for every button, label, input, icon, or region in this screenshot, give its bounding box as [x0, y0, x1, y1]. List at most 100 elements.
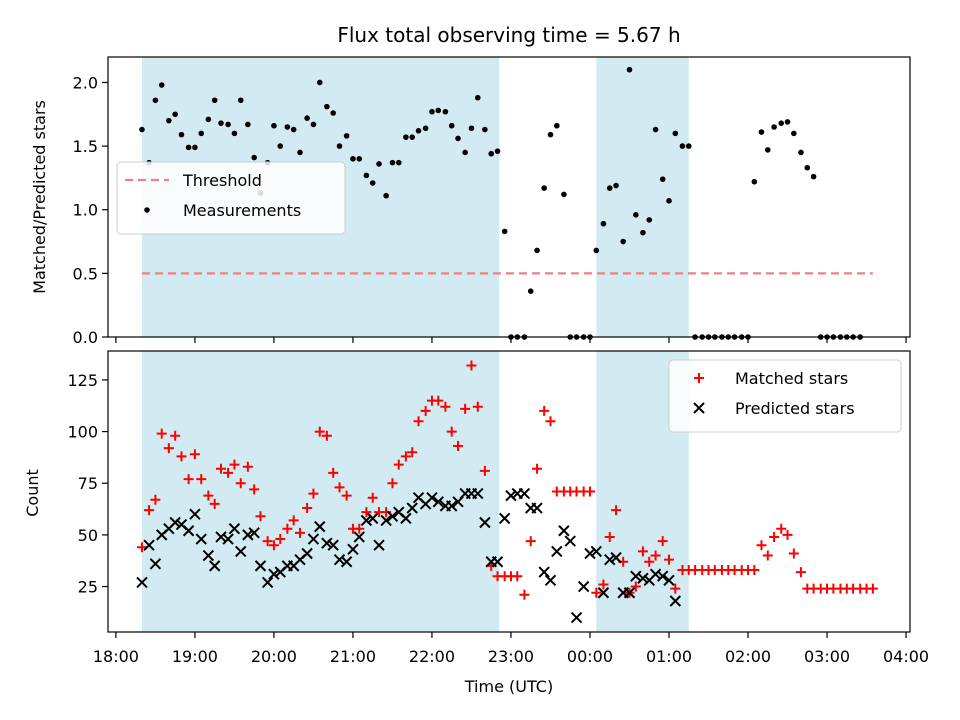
- legend-box: [116, 161, 346, 235]
- data-point: [544, 574, 557, 587]
- data-point: [440, 401, 451, 412]
- axes-frame: [107, 350, 911, 633]
- data-point: [527, 288, 534, 294]
- data-point: [640, 229, 646, 236]
- legend-label: Measurements: [183, 201, 301, 220]
- data-point: [795, 567, 806, 578]
- data-point: [353, 531, 365, 543]
- data-point: [494, 148, 501, 154]
- data-point: [554, 122, 560, 129]
- data-point: [163, 443, 174, 454]
- data-point: [679, 143, 686, 149]
- data-point: [361, 507, 372, 518]
- data-point: [422, 125, 429, 132]
- data-point: [261, 576, 274, 589]
- data-point: [538, 566, 550, 578]
- data-point: [570, 611, 583, 624]
- data-point: [202, 549, 215, 562]
- data-point: [626, 66, 633, 73]
- data-point: [189, 449, 200, 460]
- data-point: [182, 525, 195, 537]
- data-point: [488, 150, 495, 157]
- data-point: [547, 131, 554, 138]
- y-tick-label: 0.5: [73, 264, 98, 283]
- data-point: [633, 212, 639, 218]
- data-point: [195, 533, 207, 545]
- data-point: [328, 467, 339, 478]
- data-point: [646, 217, 653, 223]
- data-point: [468, 125, 475, 132]
- data-point: [407, 447, 418, 458]
- data-point: [656, 570, 669, 582]
- data-point: [591, 587, 602, 598]
- data-point: [666, 198, 672, 204]
- data-point: [613, 182, 619, 189]
- data-point: [432, 496, 444, 508]
- data-point: [242, 529, 254, 541]
- data-point: [321, 430, 332, 441]
- panel-count: 25 50 75 100 125 18:00 19:00 20:00 21:00 22:00 23:…: [67, 350, 929, 666]
- data-point: [593, 247, 600, 254]
- data-point: [623, 587, 636, 599]
- data-point: [262, 536, 273, 547]
- data-point: [321, 537, 333, 549]
- x-tick-label: 23:00: [488, 647, 534, 666]
- y-tick-label: 50: [78, 526, 98, 545]
- data-point: [282, 523, 293, 534]
- data-point: [275, 534, 286, 545]
- data-point: [170, 430, 181, 441]
- data-point: [657, 536, 668, 547]
- top-y-axis-label: Matched/Predicted stars: [30, 100, 49, 294]
- data-point: [482, 126, 488, 133]
- data-point: [166, 117, 172, 124]
- data-point: [611, 505, 622, 516]
- data-point: [413, 416, 424, 427]
- data-point: [577, 580, 590, 593]
- data-point: [222, 533, 234, 545]
- data-point: [637, 546, 648, 557]
- data-point: [610, 551, 622, 564]
- data-point: [630, 570, 642, 582]
- data-point: [333, 553, 346, 566]
- data-point: [251, 154, 257, 161]
- data-point: [453, 441, 464, 452]
- data-point: [228, 522, 241, 535]
- legend-label: Predicted stars: [735, 399, 855, 418]
- data-point: [756, 540, 767, 551]
- data-point: [356, 156, 363, 162]
- data-point: [446, 500, 458, 512]
- data-point: [498, 512, 511, 525]
- data-point: [373, 539, 385, 551]
- data-point: [769, 531, 780, 542]
- data-point: [330, 110, 336, 116]
- data-point: [532, 463, 543, 474]
- data-point: [762, 550, 773, 561]
- data-point: [341, 490, 352, 501]
- data-point: [229, 459, 240, 470]
- plot-layer: 0.0 0.5 1.0 1.5 2.0 Threshold Measurements 25 50…: [67, 56, 929, 666]
- data-point: [301, 547, 313, 560]
- data-point: [791, 130, 797, 137]
- data-point: [429, 108, 435, 115]
- y-tick-label: 75: [78, 474, 98, 493]
- data-point: [327, 539, 339, 551]
- data-point: [143, 539, 155, 551]
- x-tick-label: 20:00: [251, 647, 297, 666]
- data-point: [249, 484, 260, 495]
- data-point: [409, 134, 416, 140]
- data-point: [288, 515, 299, 526]
- y-tick-label: 1.5: [73, 137, 98, 156]
- data-point: [604, 553, 616, 566]
- data-point: [584, 486, 595, 497]
- data-point: [776, 523, 787, 534]
- data-point: [369, 180, 376, 186]
- data-point: [672, 130, 679, 137]
- data-point: [277, 143, 284, 149]
- data-point: [606, 185, 613, 191]
- data-point: [295, 527, 306, 538]
- data-point: [561, 191, 567, 198]
- data-point: [460, 403, 471, 414]
- x-tick-label: 19:00: [172, 647, 218, 666]
- data-point: [366, 512, 379, 525]
- data-point: [297, 149, 303, 156]
